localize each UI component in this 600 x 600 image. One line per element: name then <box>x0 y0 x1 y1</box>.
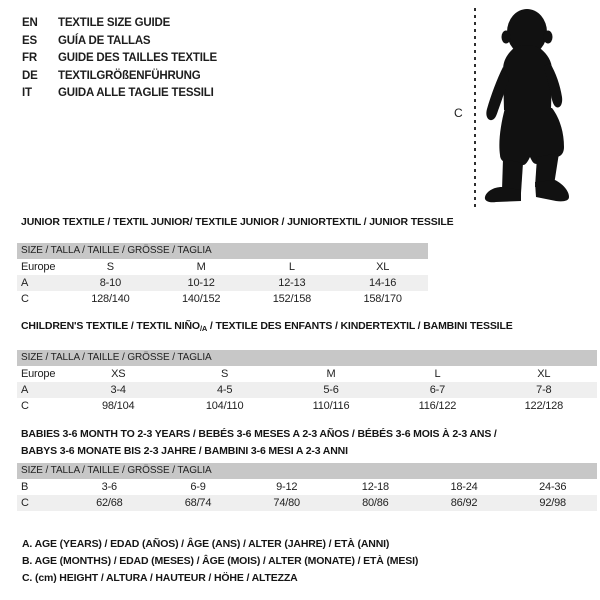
size-cell: L <box>288 261 295 273</box>
size-cell: XL <box>376 261 390 273</box>
junior-size-table: SIZE / TALLA / TAILLE / GRÖSSE / TAGLIA … <box>17 243 428 307</box>
size-table-header: SIZE / TALLA / TAILLE / GRÖSSE / TAGLIA <box>17 350 597 366</box>
size-cell: 122/128 <box>524 400 564 412</box>
title-subscript: /A <box>199 324 208 333</box>
size-cell: M <box>326 368 336 380</box>
height-measure-label: C <box>454 106 463 120</box>
language-label: GUIDA ALLE TAGLIE TESSILI <box>58 87 214 100</box>
children-section: CHILDREN'S TEXTILE / TEXTIL NIÑO/A / TEX… <box>17 320 597 414</box>
size-cell: XS <box>111 368 126 380</box>
size-cell: 104/110 <box>205 400 244 412</box>
language-label: GUIDE DES TAILLES TEXTILE <box>58 52 217 65</box>
babies-title-line2: BABYS 3-6 MONATE BIS 2-3 JAHRE / BAMBINI… <box>21 445 348 457</box>
table-row-europe: Europe S M L XL <box>17 259 428 275</box>
language-row: FR GUIDE DES TAILLES TEXTILE <box>22 50 217 68</box>
table-row-europe: Europe XS S M L XL <box>17 366 597 382</box>
junior-section: JUNIOR TEXTILE / TEXTIL JUNIOR/ TEXTILE … <box>17 216 454 307</box>
size-cell: 12-18 <box>361 481 389 493</box>
language-label: GUÍA DE TALLAS <box>58 34 151 47</box>
size-cell: 158/170 <box>363 293 402 305</box>
title-text: CHILDREN'S TEXTILE / TEXTIL NIÑO <box>21 320 200 332</box>
row-label: C <box>21 400 29 412</box>
size-cell: 12-13 <box>278 277 306 289</box>
size-cell: M <box>196 261 206 273</box>
size-cell: S <box>221 368 229 380</box>
row-label: B <box>21 481 29 493</box>
size-cell: 128/140 <box>91 293 130 305</box>
babies-table-title: BABIES 3-6 MONTH TO 2-3 YEARS / BEBÉS 3-… <box>17 426 597 460</box>
size-cell: L <box>434 368 441 380</box>
size-cell: 4-5 <box>216 384 233 396</box>
table-row-age: A 3-4 4-5 5-6 6-7 7-8 <box>17 382 597 398</box>
title-text: / TEXTILE DES ENFANTS / KINDERTEXTIL / B… <box>207 320 513 332</box>
size-cell: XL <box>537 368 551 380</box>
size-cell: 98/104 <box>101 400 135 412</box>
size-cell: 152/158 <box>272 293 312 305</box>
table-row-height: C 62/68 68/74 74/80 80/86 86/92 92/98 <box>17 495 597 511</box>
size-cell: 6-9 <box>190 481 206 493</box>
babies-title-line1: BABIES 3-6 MONTH TO 2-3 YEARS / BEBÉS 3-… <box>21 428 497 440</box>
row-label: Europe <box>21 261 56 273</box>
language-label: TEXTILGRÖßENFÜHRUNG <box>58 69 201 82</box>
size-cell: S <box>106 261 114 273</box>
row-label: A <box>21 277 29 289</box>
language-code: ES <box>22 34 37 47</box>
footnotes: A. AGE (YEARS) / EDAD (AÑOS) / ÂGE (ANS)… <box>22 536 418 587</box>
size-cell: 9-12 <box>276 481 298 493</box>
size-cell: 24-36 <box>539 481 567 493</box>
size-table-header: SIZE / TALLA / TAILLE / GRÖSSE / TAGLIA <box>17 243 428 259</box>
table-row-age-months: B 3-6 6-9 9-12 12-18 18-24 24-36 <box>17 479 597 495</box>
size-cell: 92/98 <box>539 497 566 509</box>
row-label: C <box>21 293 29 305</box>
size-cell: 80/86 <box>362 497 389 509</box>
size-cell: 3-6 <box>101 481 118 493</box>
row-label: C <box>21 497 29 509</box>
footnote-height: C. (cm) HEIGHT / ALTURA / HAUTEUR / HÖHE… <box>22 572 298 584</box>
size-cell: 110/116 <box>312 400 350 412</box>
language-row: EN TEXTILE SIZE GUIDE <box>22 15 217 33</box>
language-row: ES GUÍA DE TALLAS <box>22 33 217 51</box>
size-cell: 7-8 <box>536 384 552 396</box>
size-cell: 140/152 <box>181 293 221 305</box>
size-cell: 74/80 <box>273 497 300 509</box>
toddler-silhouette-icon <box>484 9 569 203</box>
language-list: EN TEXTILE SIZE GUIDE ES GUÍA DE TALLAS … <box>22 15 217 103</box>
size-cell: 116/122 <box>418 400 457 412</box>
table-row-height: C 128/140 140/152 152/158 158/170 <box>17 291 428 307</box>
height-measure-dotted-line <box>474 8 476 208</box>
language-label: TEXTILE SIZE GUIDE <box>58 17 171 29</box>
children-size-table: SIZE / TALLA / TAILLE / GRÖSSE / TAGLIA … <box>17 350 597 414</box>
size-table-header: SIZE / TALLA / TAILLE / GRÖSSE / TAGLIA <box>17 463 597 479</box>
table-row-height: C 98/104 104/110 110/116 116/122 122/128 <box>17 398 597 414</box>
language-code: FR <box>22 52 37 65</box>
language-code: DE <box>22 69 38 82</box>
size-cell: 68/74 <box>184 497 212 509</box>
row-label: Europe <box>21 368 56 380</box>
size-cell: 6-7 <box>429 384 446 396</box>
height-figure: C <box>450 4 600 214</box>
size-cell: 5-6 <box>323 384 339 396</box>
size-cell: 14-16 <box>369 277 397 289</box>
babies-size-table: SIZE / TALLA / TAILLE / GRÖSSE / TAGLIA … <box>17 463 597 511</box>
size-cell: 8-10 <box>99 277 121 289</box>
size-cell: 10-12 <box>187 277 215 289</box>
size-cell: 18-24 <box>450 481 478 493</box>
footnote-age-years: A. AGE (YEARS) / EDAD (AÑOS) / ÂGE (ANS)… <box>22 538 390 550</box>
table-row-age: A 8-10 10-12 12-13 14-16 <box>17 275 428 291</box>
babies-section: BABIES 3-6 MONTH TO 2-3 YEARS / BEBÉS 3-… <box>17 426 597 511</box>
size-cell: 62/68 <box>96 497 123 509</box>
row-label: A <box>21 384 29 396</box>
language-row: DE TEXTILGRÖßENFÜHRUNG <box>22 68 217 86</box>
footnote-age-months: B. AGE (MONTHS) / EDAD (MESES) / ÂGE (MO… <box>22 555 419 567</box>
size-cell: 86/92 <box>450 497 478 509</box>
language-row: IT GUIDA ALLE TAGLIE TESSILI <box>22 85 217 103</box>
size-cell: 3-4 <box>110 384 127 396</box>
language-code: IT <box>22 87 32 100</box>
junior-table-title: JUNIOR TEXTILE / TEXTIL JUNIOR/ TEXTILE … <box>21 216 454 228</box>
language-code: EN <box>22 17 38 29</box>
children-table-title: CHILDREN'S TEXTILE / TEXTIL NIÑO/A / TEX… <box>17 320 597 335</box>
